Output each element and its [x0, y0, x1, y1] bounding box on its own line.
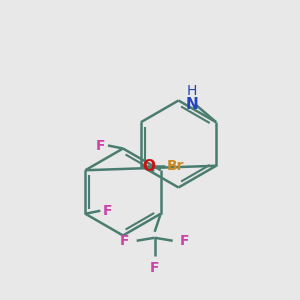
Text: F: F [180, 234, 189, 248]
Text: H: H [187, 84, 197, 98]
Text: O: O [143, 159, 156, 174]
Text: F: F [96, 139, 105, 152]
Text: N: N [186, 97, 199, 112]
Text: F: F [150, 261, 159, 275]
Text: Br: Br [166, 159, 184, 173]
Text: F: F [103, 204, 112, 218]
Text: F: F [120, 234, 129, 248]
